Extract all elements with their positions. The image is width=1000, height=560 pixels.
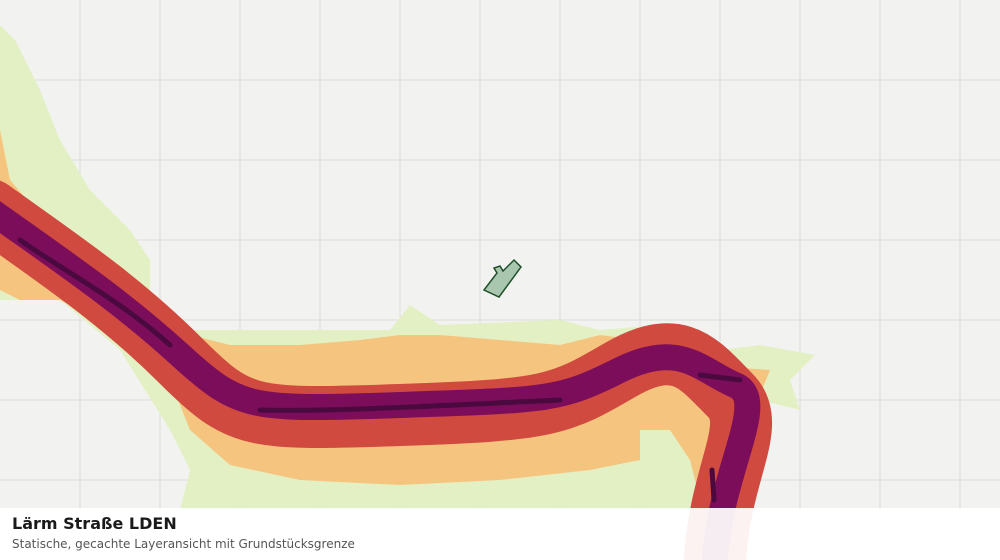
layer-title: Lärm Straße LDEN [12, 514, 177, 533]
noise-zone-max [17, 237, 743, 503]
legend-footer: Lärm Straße LDEN Statische, gecachte Lay… [0, 508, 1000, 560]
noise-layer [0, 25, 815, 560]
layer-subtitle: Statische, gecachte Layeransicht mit Gru… [12, 537, 355, 551]
parcel-boundary[interactable] [482, 258, 522, 298]
